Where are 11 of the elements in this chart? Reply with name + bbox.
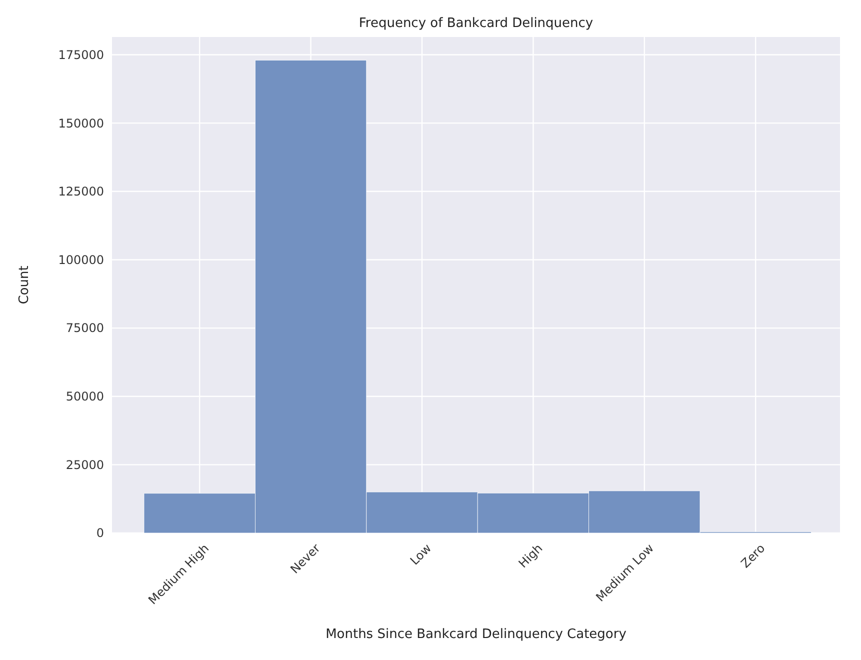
y-tick-label: 75000 — [66, 321, 104, 336]
y-tick-label: 150000 — [58, 116, 104, 130]
y-tick-label: 0 — [96, 526, 104, 540]
y-axis-title: Count — [17, 266, 32, 304]
chart-title: Frequency of Bankcard Delinquency — [358, 16, 594, 31]
y-tick-label: 175000 — [58, 48, 104, 62]
y-tick-label: 125000 — [58, 184, 104, 199]
y-tick-label: 100000 — [58, 252, 104, 267]
y-tick-label: 50000 — [66, 390, 104, 404]
y-tick-label: 25000 — [66, 458, 104, 472]
x-axis-title: Months Since Bankcard Delinquency Category — [326, 627, 627, 642]
